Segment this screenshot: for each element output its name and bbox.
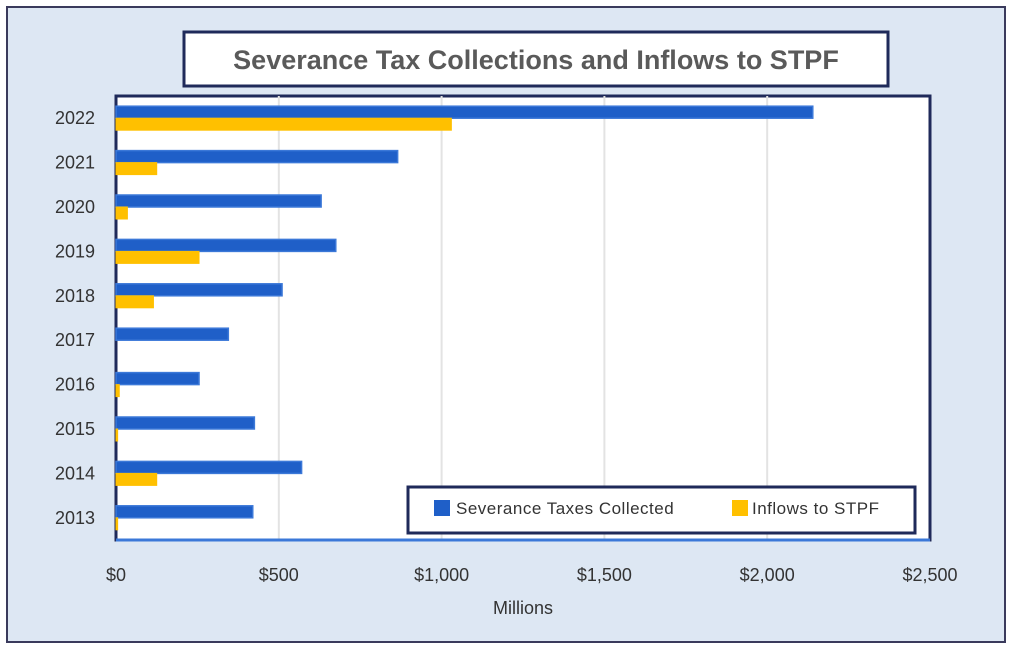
- legend-label-severance: Severance Taxes Collected: [456, 499, 674, 518]
- bar-inflows-2018: [115, 295, 154, 309]
- bar-severance-2014: [115, 460, 303, 475]
- bar-inflows-2021: [115, 162, 158, 176]
- bar-inflows-2016: [115, 384, 120, 398]
- bar-severance-2020: [115, 194, 322, 208]
- bar-inflows-2014: [115, 472, 158, 486]
- bar-inflows-2020: [115, 206, 128, 220]
- y-tick-label: 2022: [55, 108, 95, 128]
- bar-severance-2022: [115, 105, 814, 119]
- bar-severance-2021: [115, 149, 399, 164]
- bar-severance-2013: [115, 505, 254, 519]
- bar-severance-2016: [115, 371, 200, 386]
- chart-title: Severance Tax Collections and Inflows to…: [233, 45, 839, 75]
- bar-inflows-2019: [115, 250, 200, 264]
- x-tick-labels: $0 $500 $1,000 $1,500 $2,000 $2,500: [106, 565, 958, 585]
- x-tick-label: $1,500: [577, 565, 632, 585]
- x-tick-label: $0: [106, 565, 126, 585]
- bar-severance-2019: [115, 238, 337, 253]
- legend-swatch-severance: [434, 500, 450, 516]
- bar-severance-2018: [115, 283, 283, 297]
- y-tick-labels: 2013 2014 2015 2016 2017 2018 2019 2020 2021 2022: [55, 108, 95, 528]
- y-tick-label: 2019: [55, 241, 95, 261]
- x-tick-label: $500: [259, 565, 299, 585]
- y-tick-label: 2016: [55, 375, 95, 395]
- legend-label-inflows: Inflows to STPF: [752, 499, 879, 518]
- x-tick-label: $1,000: [414, 565, 469, 585]
- legend-box: [406, 485, 917, 535]
- y-tick-label: 2018: [55, 286, 95, 306]
- bar-severance-2017: [115, 327, 230, 341]
- x-axis-title: Millions: [493, 598, 553, 618]
- title-box: [182, 30, 890, 88]
- x-tick-label: $2,500: [902, 565, 957, 585]
- y-tick-label: 2014: [55, 463, 95, 483]
- legend: Severance Taxes Collected Inflows to STP…: [406, 485, 917, 535]
- y-tick-label: 2017: [55, 330, 95, 350]
- bar-inflows-2022: [115, 117, 452, 131]
- y-tick-label: 2020: [55, 197, 95, 217]
- gridlines: [277, 96, 769, 540]
- y-tick-label: 2013: [55, 508, 95, 528]
- y-tick-label: 2015: [55, 419, 95, 439]
- bar-inflows-2013: [115, 517, 119, 531]
- bar-inflows-2015: [115, 428, 119, 442]
- y-tick-label: 2021: [55, 153, 95, 173]
- legend-swatch-inflows: [732, 500, 748, 516]
- bar-severance-2015: [115, 416, 256, 430]
- bars: [115, 105, 814, 531]
- x-tick-label: $2,000: [740, 565, 795, 585]
